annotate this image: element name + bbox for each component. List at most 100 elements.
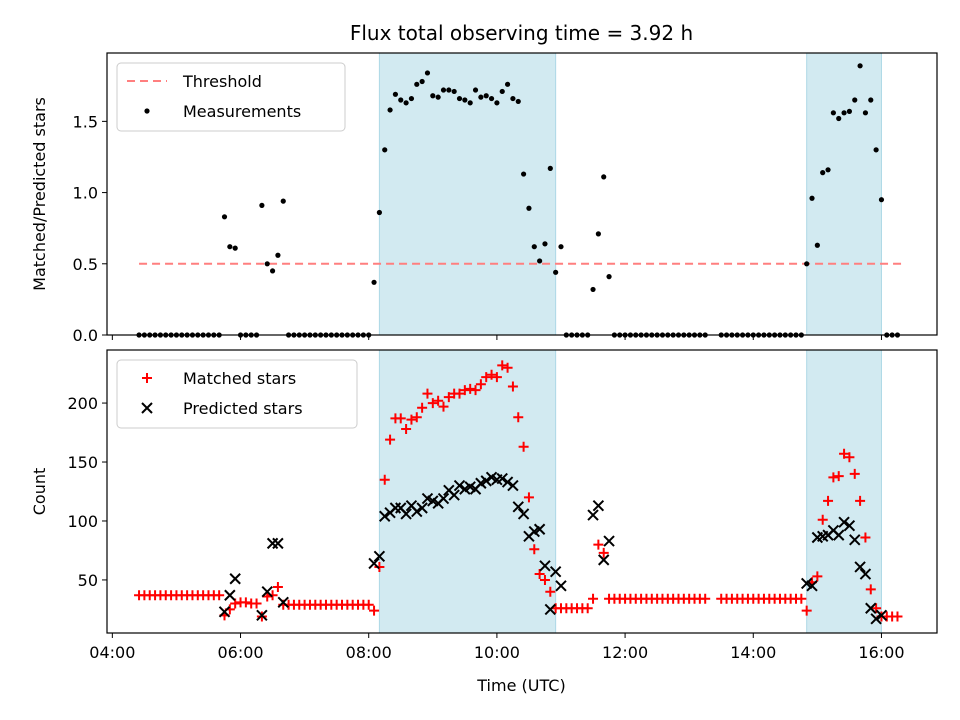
- matched-star-point: [379, 474, 390, 485]
- matched-star-point: [481, 372, 492, 383]
- matched-star-point: [214, 590, 225, 601]
- legend-predicted-swatch: [141, 402, 153, 414]
- measurement-point: [392, 91, 399, 97]
- matched-star-point: [539, 574, 550, 585]
- x-tick-label: 12:00: [602, 643, 648, 662]
- predicted-star-point: [224, 589, 236, 601]
- measurement-point: [221, 214, 228, 220]
- predicted-star-point: [277, 596, 289, 609]
- measurement-point: [809, 195, 815, 201]
- matched-star-point: [700, 593, 711, 604]
- matched-star-point: [507, 381, 518, 392]
- matched-star-point: [491, 372, 502, 383]
- measurement-point: [531, 244, 537, 250]
- predicted-star-point: [806, 580, 818, 592]
- predicted-star-point: [859, 568, 872, 580]
- legend-label: Measurements: [183, 102, 301, 121]
- predicted-star-point: [416, 502, 428, 514]
- measurement-point: [499, 88, 505, 95]
- y-tick-label: 50: [78, 571, 98, 590]
- matched-star-point: [427, 398, 438, 409]
- measurement-point: [462, 97, 468, 103]
- matched-star-point: [470, 385, 481, 396]
- bottom-panel: 50 100 150 200 04:00 06:00 08:00 10:00 12:00 14:0…: [30, 349, 938, 662]
- matched-star-point: [839, 448, 850, 459]
- y-axis-label: Count: [30, 468, 49, 516]
- matched-star-point: [865, 584, 876, 595]
- matched-star-point: [812, 571, 823, 582]
- matched-star-point: [411, 412, 422, 423]
- x-tick-label: 10:00: [474, 643, 520, 662]
- measurement-point: [275, 252, 281, 258]
- legend: Threshold Measurements: [116, 62, 346, 132]
- predicted-star-point: [539, 560, 551, 572]
- predicted-star-point: [496, 472, 508, 485]
- predicted-star-point: [480, 475, 492, 487]
- top-panel: 0.0 0.5 1.0 1.5 Matched/Predicted stars Thres…: [30, 52, 938, 345]
- matched-star-point: [475, 379, 486, 390]
- predicted-star-point: [833, 529, 845, 541]
- measurement-point: [830, 110, 836, 116]
- matched-star-point: [518, 441, 529, 452]
- measurement-point: [595, 231, 601, 237]
- matched-star-point: [272, 582, 283, 593]
- matched-star-point: [369, 605, 380, 616]
- measurement-point: [841, 110, 847, 116]
- predicted-star-point: [555, 580, 567, 592]
- predicted-star-point: [838, 516, 850, 528]
- measurement-point: [269, 268, 276, 274]
- matched-star-point: [267, 590, 278, 601]
- measurement-point: [408, 95, 415, 102]
- y-tick-label: 150: [67, 453, 98, 472]
- matched-star-point: [433, 395, 444, 406]
- observing-interval-shade: [806, 52, 882, 336]
- measurement-point: [227, 244, 233, 250]
- measurement-point: [547, 165, 553, 171]
- matched-star-point: [828, 472, 839, 483]
- matched-star-point: [240, 597, 251, 608]
- measurement-point: [825, 167, 831, 173]
- matched-star-point: [251, 598, 262, 609]
- measurement-point: [430, 93, 436, 99]
- x-tick-label: 04:00: [89, 643, 135, 662]
- measurement-point: [259, 202, 265, 208]
- measurement-point: [419, 78, 425, 85]
- predicted-star-point: [843, 519, 856, 532]
- measurement-point: [814, 242, 820, 248]
- matched-star-point: [529, 544, 540, 555]
- measurement-point: [553, 269, 559, 275]
- measurement-point: [521, 171, 527, 177]
- axes-frame: [106, 52, 938, 336]
- measurement-point: [467, 100, 473, 106]
- predicted-star-point: [218, 606, 231, 618]
- legend-measurement-swatch: [144, 108, 150, 114]
- predicted-star-point: [865, 602, 877, 614]
- measurement-point: [836, 115, 842, 122]
- measurement-point: [515, 98, 521, 105]
- legend: Matched stars Predicted stars: [116, 359, 358, 429]
- matched-star-point: [833, 471, 844, 482]
- matched-star-point: [374, 561, 385, 572]
- measurement-point: [857, 63, 863, 69]
- matched-star-point: [422, 388, 433, 399]
- measurement-point: [414, 81, 420, 87]
- predicted-star-point: [373, 550, 386, 563]
- matched-star-point: [534, 569, 545, 580]
- predicted-star-point: [272, 537, 284, 550]
- matched-star-point: [401, 424, 412, 435]
- matched-star-point: [459, 385, 470, 396]
- measurement-point: [852, 97, 858, 103]
- predicted-star-point: [854, 561, 866, 573]
- predicted-star-point: [256, 609, 268, 622]
- predicted-star-point: [592, 499, 605, 512]
- measurement-point: [820, 170, 826, 176]
- measurement-point: [510, 95, 516, 102]
- x-tick-label: 14:00: [730, 643, 776, 662]
- matched-star-point: [454, 388, 465, 399]
- predicted-star-point: [549, 565, 562, 578]
- measurement-point: [504, 81, 511, 87]
- y-tick-label: 1.0: [73, 184, 98, 203]
- measurement-point: [472, 87, 479, 93]
- x-tick-label: 08:00: [346, 643, 392, 662]
- predicted-star-point: [453, 479, 466, 492]
